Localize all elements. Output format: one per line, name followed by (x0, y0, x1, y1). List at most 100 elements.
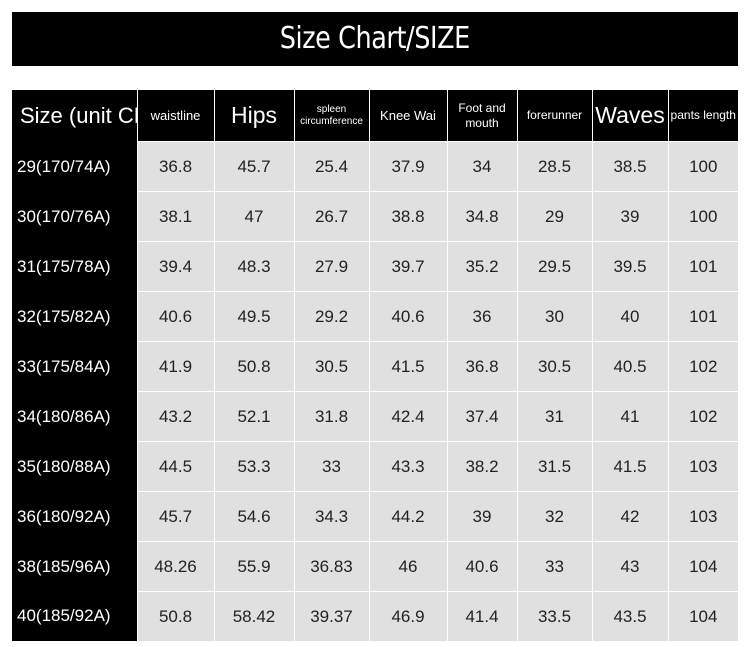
table-body: 29(170/74A) 36.8 45.7 25.4 37.9 34 28.5 38.5 100… (12, 141, 738, 641)
measure-cell: 41 (591, 391, 668, 442)
measure-cell: 28.5 (516, 141, 592, 192)
measure-cell: 53.3 (213, 441, 294, 492)
column-header: spleen circumference (293, 90, 369, 142)
size-cell: 35(180/88A) (12, 441, 137, 492)
size-cell: 29(170/74A) (12, 141, 137, 192)
measure-cell: 38.2 (446, 441, 517, 492)
measure-cell: 45.7 (213, 141, 294, 192)
measure-cell: 39 (591, 191, 668, 242)
measure-cell: 34 (446, 141, 517, 192)
measure-cell: 39 (446, 491, 517, 542)
measure-cell: 41.5 (368, 341, 447, 392)
measure-cell: 45.7 (136, 491, 214, 542)
measure-cell: 32 (516, 491, 592, 542)
measure-cell: 50.8 (213, 341, 294, 392)
column-header: Waves (591, 90, 668, 142)
measure-cell: 103 (667, 491, 738, 542)
measure-cell: 39.37 (293, 591, 369, 641)
measure-cell: 42 (591, 491, 668, 542)
measure-cell: 31.8 (293, 391, 369, 442)
table-row: 29(170/74A) 36.8 45.7 25.4 37.9 34 28.5 38.5 100 (12, 141, 738, 192)
column-header: Hips (213, 90, 294, 142)
size-cell: 34(180/86A) (12, 391, 137, 442)
column-header: Size (unit CM (12, 90, 137, 142)
table-row: 32(175/82A) 40.6 49.5 29.2 40.6 36 30 40 101 (12, 291, 738, 342)
table-row: 34(180/86A) 43.2 52.1 31.8 42.4 37.4 31 41 102 (12, 391, 738, 442)
size-cell: 38(185/96A) (12, 541, 137, 592)
measure-cell: 47 (213, 191, 294, 242)
measure-cell: 34.3 (293, 491, 369, 542)
measure-cell: 29.5 (516, 241, 592, 292)
measure-cell: 48.3 (213, 241, 294, 292)
measure-cell: 40.5 (591, 341, 668, 392)
measure-cell: 50.8 (136, 591, 214, 641)
measure-cell: 44.2 (368, 491, 447, 542)
measure-cell: 40.6 (136, 291, 214, 342)
column-header: Knee Wai (368, 90, 447, 142)
size-cell: 36(180/92A) (12, 491, 137, 542)
column-header: Foot and mouth (446, 90, 517, 142)
measure-cell: 37.9 (368, 141, 447, 192)
size-cell: 32(175/82A) (12, 291, 137, 342)
measure-cell: 44.5 (136, 441, 214, 492)
measure-cell: 39.4 (136, 241, 214, 292)
header-row: Size (unit CMwaistlineHipsspleen circumf… (12, 90, 738, 142)
measure-cell: 43.2 (136, 391, 214, 442)
measure-cell: 39.5 (591, 241, 668, 292)
measure-cell: 55.9 (213, 541, 294, 592)
measure-cell: 101 (667, 241, 738, 292)
measure-cell: 29.2 (293, 291, 369, 342)
table-row: 35(180/88A) 44.5 53.3 33 43.3 38.2 31.5 41.5 103 (12, 441, 738, 492)
measure-cell: 33.5 (516, 591, 592, 641)
measure-cell: 46 (368, 541, 447, 592)
measure-cell: 102 (667, 391, 738, 442)
table-row: 33(175/84A) 41.9 50.8 30.5 41.5 36.8 30.5 40.5 1… (12, 341, 738, 392)
size-cell: 40(185/92A) (12, 591, 137, 641)
measure-cell: 43.5 (591, 591, 668, 641)
measure-cell: 38.8 (368, 191, 447, 242)
measure-cell: 36.83 (293, 541, 369, 592)
measure-cell: 30 (516, 291, 592, 342)
measure-cell: 52.1 (213, 391, 294, 442)
table-row: 31(175/78A) 39.4 48.3 27.9 39.7 35.2 29.5 39.5 1… (12, 241, 738, 292)
measure-cell: 41.5 (591, 441, 668, 492)
table-row: 36(180/92A) 45.7 54.6 34.3 44.2 39 32 42 103 (12, 491, 738, 542)
measure-cell: 31.5 (516, 441, 592, 492)
size-cell: 33(175/84A) (12, 341, 137, 392)
measure-cell: 48.26 (136, 541, 214, 592)
measure-cell: 31 (516, 391, 592, 442)
measure-cell: 104 (667, 591, 738, 641)
measure-cell: 25.4 (293, 141, 369, 192)
size-table: Size (unit CMwaistlineHipsspleen circumf… (12, 90, 738, 641)
column-header: waistline (136, 90, 214, 142)
measure-cell: 27.9 (293, 241, 369, 292)
table-row: 40(185/92A) 50.8 58.42 39.37 46.9 41.4 33.5 43.… (12, 591, 738, 641)
measure-cell: 100 (667, 191, 738, 242)
measure-cell: 36.8 (136, 141, 214, 192)
measure-cell: 54.6 (213, 491, 294, 542)
measure-cell: 36 (446, 291, 517, 342)
measure-cell: 40.6 (446, 541, 517, 592)
measure-cell: 40 (591, 291, 668, 342)
measure-cell: 102 (667, 341, 738, 392)
measure-cell: 33 (293, 441, 369, 492)
measure-cell: 49.5 (213, 291, 294, 342)
table-row: 38(185/96A) 48.26 55.9 36.83 46 40.6 33 43 104 (12, 541, 738, 592)
measure-cell: 36.8 (446, 341, 517, 392)
column-header: forerunner (516, 90, 592, 142)
measure-cell: 41.4 (446, 591, 517, 641)
measure-cell: 30.5 (516, 341, 592, 392)
measure-cell: 41.9 (136, 341, 214, 392)
measure-cell: 46.9 (368, 591, 447, 641)
measure-cell: 35.2 (446, 241, 517, 292)
column-header: pants length (667, 90, 738, 142)
table-row: 30(170/76A) 38.1 47 26.7 38.8 34.8 29 39 100 (12, 191, 738, 242)
measure-cell: 34.8 (446, 191, 517, 242)
measure-cell: 101 (667, 291, 738, 342)
size-cell: 30(170/76A) (12, 191, 137, 242)
table-header: Size (unit CMwaistlineHipsspleen circumf… (12, 90, 738, 142)
measure-cell: 42.4 (368, 391, 447, 442)
measure-cell: 37.4 (446, 391, 517, 442)
